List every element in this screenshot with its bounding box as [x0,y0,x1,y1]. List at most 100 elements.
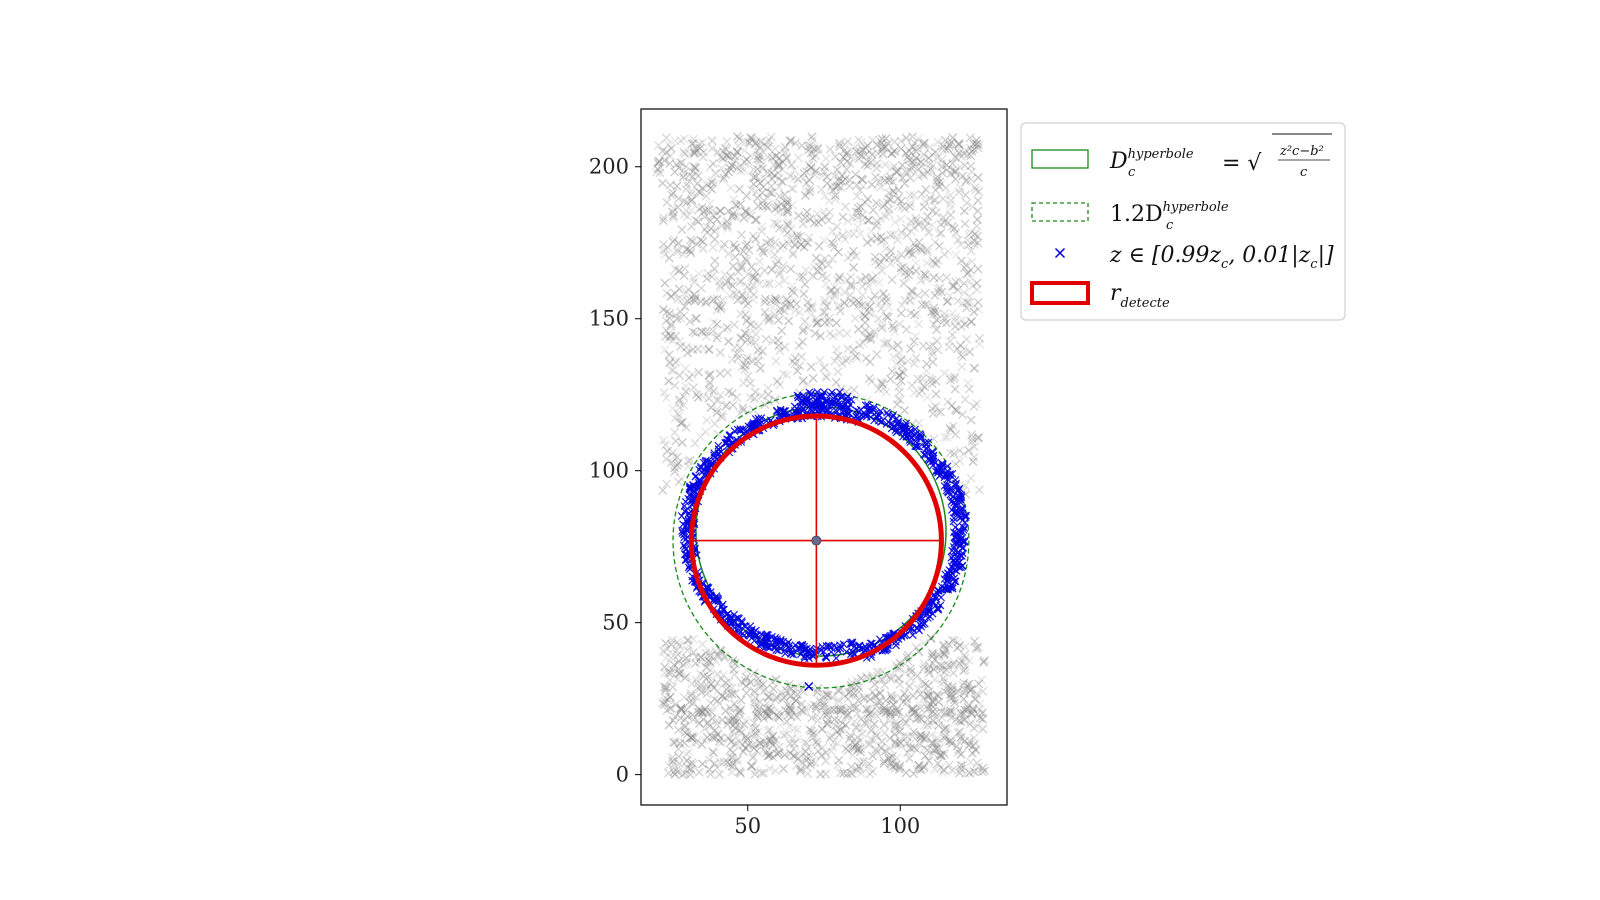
background-point [701,298,711,307]
background-point [844,150,854,160]
background-point [930,147,940,157]
background-point [721,145,731,155]
background-point [794,211,803,221]
background-point [920,138,929,148]
background-point [724,162,734,172]
background-point [860,143,870,153]
background-point [853,135,863,145]
background-point [808,134,818,144]
background-point [899,262,909,272]
background-point [670,288,680,298]
background-point [856,202,866,212]
background-point [890,137,899,147]
background-point [960,161,970,170]
background-point [722,216,732,226]
legend-label-hyperbole-main: D [1109,149,1128,174]
background-point [700,225,710,235]
background-point [872,158,882,168]
background-point [775,304,785,314]
background-point [877,138,887,148]
background-point [947,137,957,147]
background-point [973,206,983,216]
background-point [826,238,836,248]
background-point [906,291,916,301]
background-point [814,218,823,228]
background-point [730,155,740,165]
background-point [812,209,822,219]
background-point [653,159,663,169]
background-point [677,158,687,168]
background-point [878,142,888,152]
legend-frac-den: c [1300,165,1308,180]
background-point [743,137,753,147]
background-point [904,155,914,165]
background-point [832,165,842,175]
background-point [727,211,737,221]
background-point [951,277,961,287]
background-point [955,162,965,172]
background-point [921,300,931,310]
background-point [705,216,715,226]
background-point [865,146,875,156]
background-point [682,179,692,189]
background-point [911,153,921,163]
background-point [943,144,953,154]
background-point [857,151,867,161]
background-point [962,198,972,208]
background-point [774,182,784,192]
background-point [745,133,755,143]
background-point [685,149,695,159]
background-point [923,167,933,177]
background-point [736,162,746,172]
background-point [951,250,961,260]
background-point [715,276,724,286]
background-point [954,139,964,148]
background-point [961,145,971,155]
background-point [861,150,871,160]
background-point [774,269,784,279]
background-point [786,160,796,170]
background-point [708,159,718,169]
background-point [807,132,817,142]
background-point [900,167,910,177]
background-point [804,175,814,185]
background-point [912,308,922,318]
background-point [670,167,680,177]
background-point [801,167,811,177]
background-point [690,296,700,306]
background-point [788,184,798,194]
background-point [687,139,697,149]
background-point [948,159,958,168]
background-point [861,272,871,282]
background-point [674,163,684,173]
background-point [686,221,696,231]
background-point [860,311,870,321]
background-point [954,148,964,158]
background-point [798,173,808,183]
background-point [816,256,826,266]
background-point [858,144,868,154]
background-point [873,149,883,158]
background-point [774,160,784,170]
background-point [750,139,760,149]
background-point [779,145,789,154]
background-point [897,160,907,170]
background-point [756,151,765,161]
background-point [872,217,882,226]
background-point [951,228,961,238]
background-point [938,158,947,168]
background-point [770,310,780,319]
legend-label-selection-tail: , 0.01|z [1228,243,1310,268]
background-point [937,144,947,154]
background-point [834,176,844,186]
background-point [954,139,964,149]
background-point [716,152,726,162]
background-point [811,166,821,175]
background-point [688,134,698,144]
background-point [836,158,846,168]
background-point [897,227,906,237]
background-point [855,185,865,195]
background-point [886,195,895,205]
background-point [740,137,750,147]
background-point [661,133,671,143]
